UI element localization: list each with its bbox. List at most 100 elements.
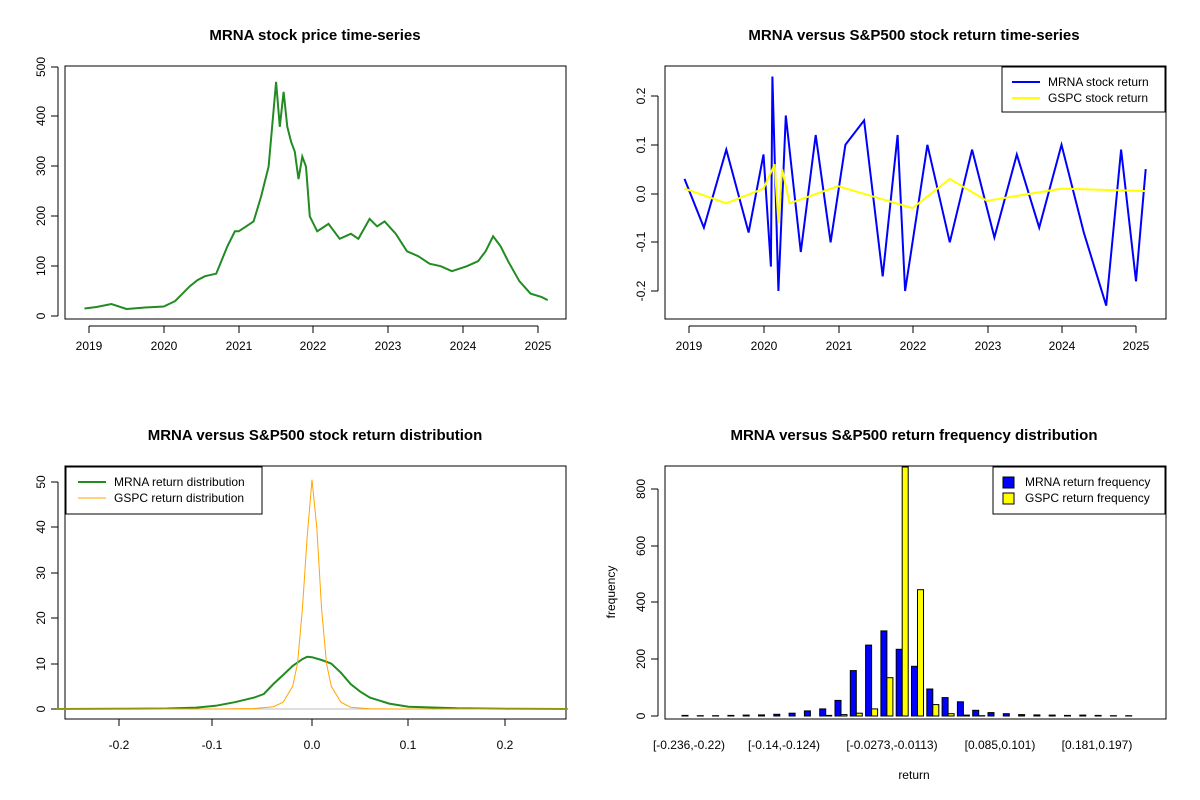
bar-gspc-12 xyxy=(871,708,879,717)
legend-label-mrna: MRNA stock return xyxy=(1048,75,1149,89)
y-tick-label: 100 xyxy=(34,256,48,276)
x-tick-2019: 2019 xyxy=(676,326,703,353)
x-tick-label: 2019 xyxy=(76,339,103,353)
y-tick-100: 100 xyxy=(34,256,58,276)
histogram-bars xyxy=(681,466,1133,717)
y-tick-label: 0.1 xyxy=(634,136,648,153)
x-tick-2023: 2023 xyxy=(975,326,1002,353)
y-tick-label: 400 xyxy=(634,592,648,612)
x-tick-2025: 2025 xyxy=(1123,326,1150,353)
x-tick-label: 2024 xyxy=(1049,339,1076,353)
bar-mrna-14 xyxy=(895,648,903,717)
y-tick-800: 800 xyxy=(634,479,658,499)
bar-mrna-12 xyxy=(865,644,873,717)
bar-mrna-13 xyxy=(880,630,888,717)
y-tick-label: -0.1 xyxy=(634,231,648,252)
panel-histogram-legend: MRNA return frequency GSPC return freque… xyxy=(992,466,1166,515)
bar-mrna-0 xyxy=(681,714,689,717)
bar-mrna-22 xyxy=(1018,714,1026,717)
y-tick--0.2: -0.2 xyxy=(634,280,658,301)
x-category-label: [-0.14,-0.124) xyxy=(748,738,820,752)
bar-gspc-15 xyxy=(917,589,924,717)
bar-gspc-17 xyxy=(947,713,955,717)
legend-swatch-gspc xyxy=(1002,492,1015,505)
x-tick-0.0: 0.0 xyxy=(304,719,321,752)
x-tick-label: 2022 xyxy=(900,339,927,353)
x-tick-2021: 2021 xyxy=(826,326,853,353)
y-tick-50: 50 xyxy=(34,475,58,489)
y-tick-label: -0.2 xyxy=(634,280,648,301)
panel-histogram-title: MRNA versus S&P500 return frequency dist… xyxy=(730,427,1097,444)
gspc-return-line xyxy=(684,163,1146,223)
mrna-density-line xyxy=(56,655,568,710)
y-tick-label: 400 xyxy=(34,106,48,126)
y-tick-label: 30 xyxy=(34,566,48,580)
y-tick-200: 200 xyxy=(34,206,58,226)
x-tick-label: 2022 xyxy=(300,339,327,353)
x-tick-2020: 2020 xyxy=(151,326,178,353)
panel-price-y-ticks: 0 100 200 300 400 500 xyxy=(34,57,59,319)
bar-mrna-10 xyxy=(834,699,842,717)
y-tick-label: 200 xyxy=(634,649,648,669)
y-tick-0.0: 0.0 xyxy=(634,185,658,202)
bar-gspc-16 xyxy=(932,704,940,717)
panel-price-title: MRNA stock price time-series xyxy=(209,27,420,44)
y-tick-0: 0 xyxy=(634,712,658,719)
x-tick-2021: 2021 xyxy=(226,326,253,353)
x-category-label: [0.085,0.101) xyxy=(965,738,1036,752)
y-tick-label: 0 xyxy=(634,712,648,719)
y-tick-600: 600 xyxy=(634,536,658,556)
x-category-label: [-0.236,-0.22) xyxy=(653,738,725,752)
y-tick-0: 0 xyxy=(34,705,58,712)
panel-returns-title: MRNA versus S&P500 stock return time-ser… xyxy=(748,27,1079,44)
bar-mrna-7 xyxy=(788,712,796,717)
y-tick-label: 0.2 xyxy=(634,87,648,104)
bar-gspc-13 xyxy=(886,677,894,717)
y-tick-label: 0 xyxy=(34,705,48,712)
gspc-density-line xyxy=(56,479,568,710)
histogram-x-labels: [-0.236,-0.22) [-0.14,-0.124) [-0.0273,-… xyxy=(653,738,1132,752)
y-tick-0: 0 xyxy=(34,312,58,319)
bar-mrna-17 xyxy=(941,697,949,717)
y-tick-label: 50 xyxy=(34,475,48,489)
panel-returns-legend: MRNA stock return GSPC stock return xyxy=(1001,66,1166,113)
x-tick-label: 2019 xyxy=(676,339,703,353)
y-tick-500: 500 xyxy=(34,57,58,77)
bar-mrna-25 xyxy=(1064,714,1071,717)
panel-returns-x-ticks: 2019 2020 2021 2022 2023 2024 2025 xyxy=(676,325,1150,353)
x-tick-2022: 2022 xyxy=(900,326,927,353)
bar-mrna-11 xyxy=(849,670,857,717)
bar-gspc-11 xyxy=(855,712,863,717)
bar-mrna-3 xyxy=(727,714,735,717)
y-tick-label: 10 xyxy=(34,657,48,671)
y-tick-label: 500 xyxy=(34,57,48,77)
panel-returns: MRNA versus S&P500 stock return time-ser… xyxy=(634,27,1167,353)
legend-label-gspc: GSPC return distribution xyxy=(114,491,244,505)
bar-mrna-9 xyxy=(819,708,827,717)
bar-mrna-20 xyxy=(987,712,995,717)
bar-gspc-10 xyxy=(840,714,848,717)
bar-mrna-6 xyxy=(773,713,781,717)
x-tick-label: 2023 xyxy=(975,339,1002,353)
x-category-label: [0.181,0.197) xyxy=(1062,738,1133,752)
x-tick-2024: 2024 xyxy=(450,326,477,353)
x-tick-label: 0.2 xyxy=(497,738,514,752)
x-tick-label: 2021 xyxy=(826,339,853,353)
y-tick-20: 20 xyxy=(34,611,58,625)
x-tick-label: 0.1 xyxy=(400,738,417,752)
x-tick-0.2: 0.2 xyxy=(497,719,514,752)
bar-mrna-4 xyxy=(742,714,750,717)
panel-density-title: MRNA versus S&P500 stock return distribu… xyxy=(148,427,483,444)
bar-mrna-18 xyxy=(956,701,964,717)
bar-mrna-21 xyxy=(1002,713,1010,717)
y-tick-200: 200 xyxy=(634,649,658,669)
x-tick-0.1: 0.1 xyxy=(400,719,417,752)
y-tick--0.1: -0.1 xyxy=(634,231,658,252)
bar-gspc-18 xyxy=(962,714,970,717)
panel-price-box xyxy=(64,65,567,320)
y-tick-label: 300 xyxy=(34,156,48,176)
y-tick-400: 400 xyxy=(634,592,658,612)
panel-price: MRNA stock price time-series 2019 2020 2… xyxy=(34,27,567,353)
y-tick-30: 30 xyxy=(34,566,58,580)
y-tick-400: 400 xyxy=(34,106,58,126)
